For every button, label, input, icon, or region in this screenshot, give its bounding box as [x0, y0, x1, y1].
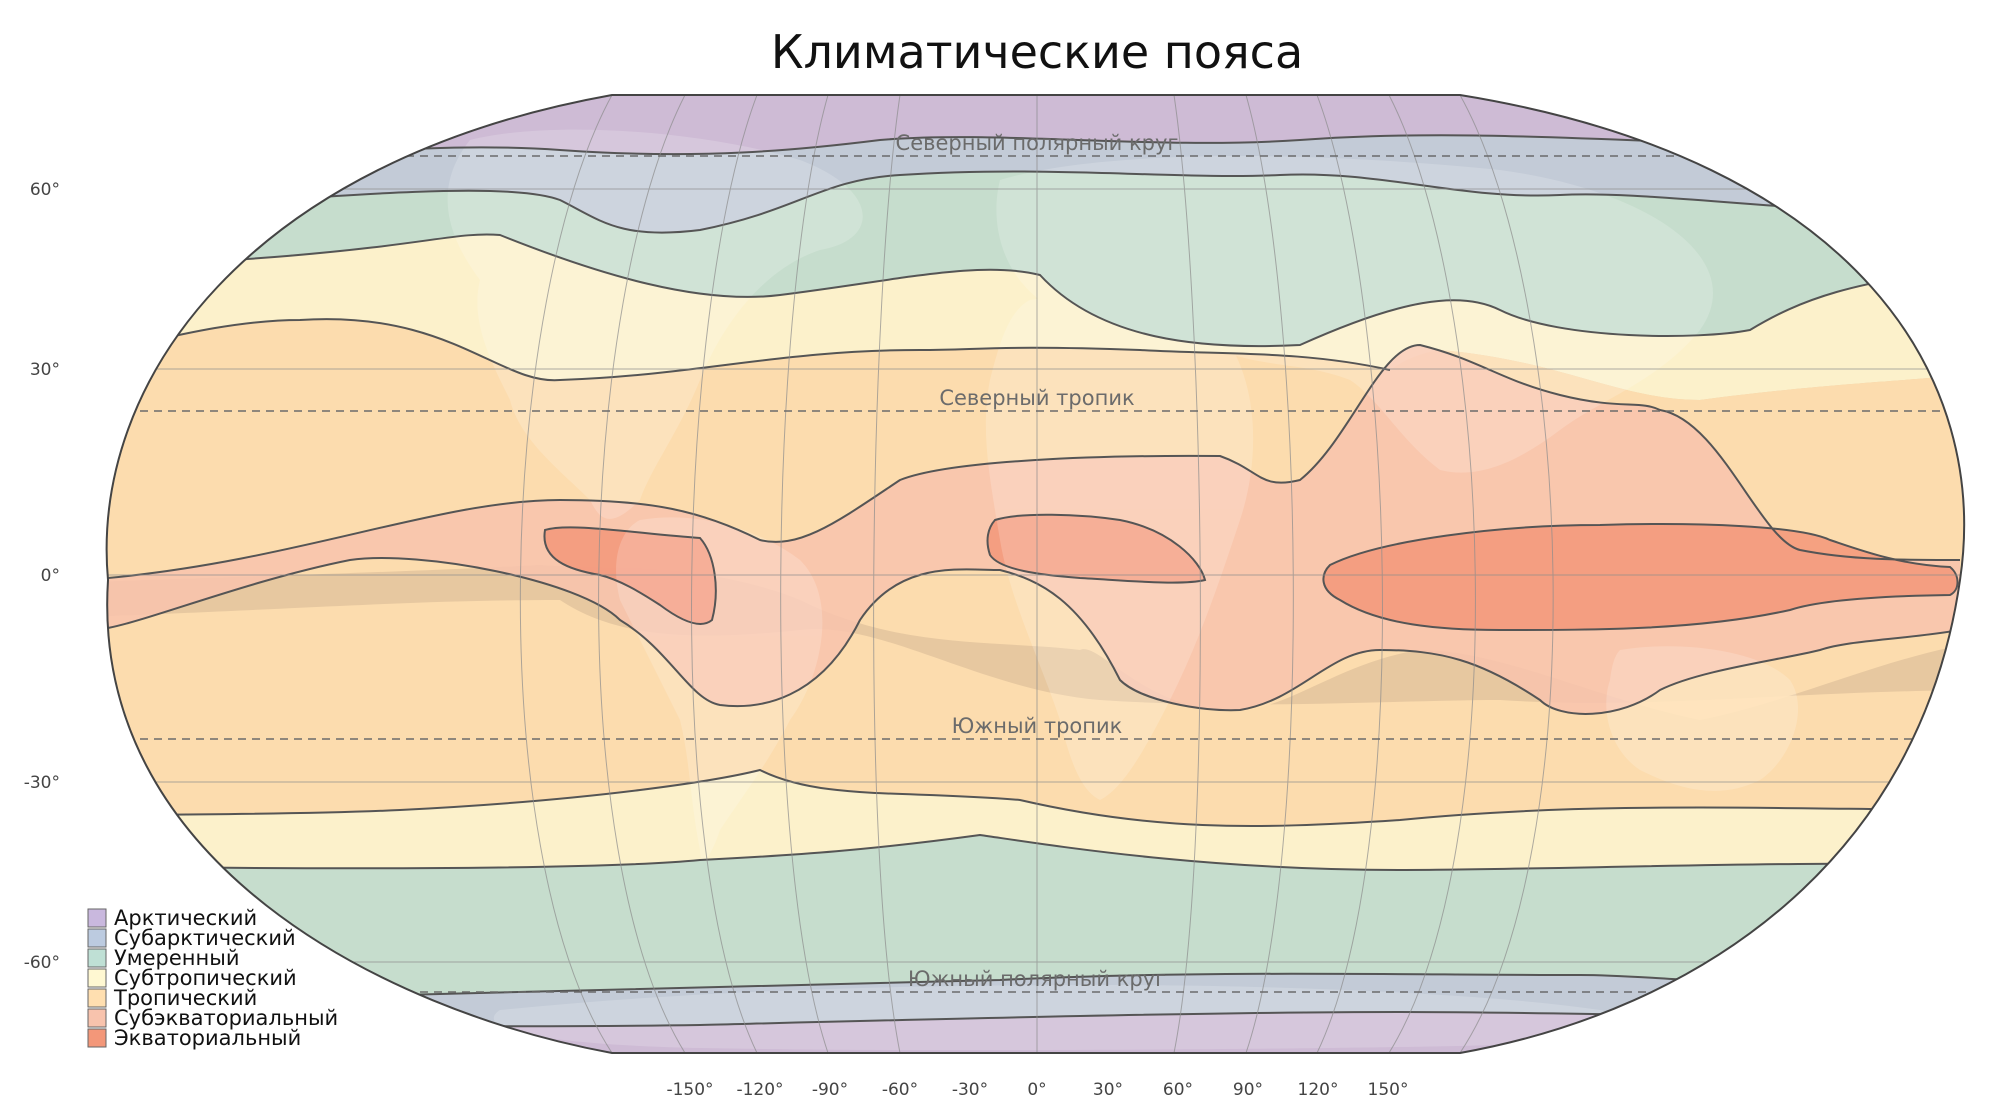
legend: Арктический Субарктический Умеренный Суб… [87, 906, 338, 1050]
continent-north-america [447, 129, 863, 519]
meridian-90w [691, 95, 758, 1053]
legend-item-subtropical[interactable]: Субтропический [87, 966, 297, 990]
lat-tick-label: 0° [41, 566, 60, 586]
lat-tick-label: -30° [24, 773, 60, 793]
meridian-60e [1245, 95, 1294, 1053]
region-equatorial-africa [987, 514, 1205, 583]
meridian-150w [519, 95, 613, 1053]
lon-tick-label: -150° [666, 1080, 713, 1100]
map-title: Климатические пояса [771, 25, 1303, 79]
legend-label: Арктический [114, 906, 257, 930]
band-subarctic-north [106, 135, 1965, 233]
lon-tick-labels: -150° -120° -90° -60° -30° 0° 30° 60° 90… [666, 1080, 1408, 1100]
band-subtropical-north [106, 234, 1965, 400]
legend-item-equatorial[interactable]: Экваториальный [87, 1026, 301, 1050]
lon-tick-label: -30° [952, 1080, 988, 1100]
meridian-30w [873, 95, 901, 1053]
antarctic-circle-label: Южный полярный круг [908, 967, 1166, 991]
band-subtropical-south [106, 770, 1965, 870]
zone-boundaries [106, 134, 1965, 1028]
continent-south-america [616, 517, 823, 861]
special-circles [106, 155, 1965, 993]
lon-tick-label: 60° [1163, 1080, 1193, 1100]
continent-africa [985, 296, 1254, 800]
lon-tick-label: -90° [812, 1080, 848, 1100]
region-equatorial-america [544, 527, 716, 625]
meridian-120w [598, 95, 686, 1053]
arctic-circle-label: Северный полярный круг [896, 131, 1179, 155]
lat-tick-label: 60° [30, 180, 60, 200]
band-arctic-north [106, 95, 1965, 175]
legend-item-subarctic[interactable]: Субарктический [87, 926, 296, 950]
legend-label: Умеренный [114, 946, 240, 970]
meridian-60w [780, 95, 829, 1053]
lon-tick-label: -120° [736, 1080, 783, 1100]
legend-label: Субэкваториальный [114, 1006, 338, 1030]
lon-tick-label: 0° [1027, 1080, 1046, 1100]
band-temperate-north [106, 171, 1965, 347]
lon-tick-label: 30° [1093, 1080, 1123, 1100]
meridian-120e [1388, 95, 1476, 1053]
legend-swatch [87, 988, 107, 1008]
globe-outline [105, 94, 1966, 1054]
legend-label: Тропический [113, 986, 257, 1010]
legend-swatch [87, 948, 107, 968]
continent-australia [1606, 646, 1799, 791]
legend-item-arctic[interactable]: Арктический [87, 906, 257, 930]
tropic-capricorn-label: Южный тропик [952, 714, 1123, 738]
legend-swatch [87, 1008, 107, 1028]
lon-tick-label: 120° [1298, 1080, 1339, 1100]
lon-tick-label: 90° [1233, 1080, 1263, 1100]
band-temperate-south [106, 835, 1965, 1000]
band-subarctic-south [106, 973, 1965, 1027]
meridian-90e [1316, 95, 1383, 1053]
band-tropical-south [106, 600, 1965, 826]
legend-swatch [87, 928, 107, 948]
lat-tick-label: 30° [30, 360, 60, 380]
legend-item-tropical[interactable]: Тропический [87, 986, 257, 1010]
legend-label: Субарктический [114, 926, 296, 950]
lon-tick-label: 150° [1368, 1080, 1409, 1100]
legend-item-temperate[interactable]: Умеренный [87, 946, 240, 970]
legend-swatch [87, 908, 107, 928]
legend-swatch [87, 968, 107, 988]
legend-label: Экваториальный [114, 1026, 301, 1050]
continent-europe-asia [996, 156, 1714, 473]
legend-item-subequatorial[interactable]: Субэкваториальный [87, 1006, 338, 1030]
legend-swatch [87, 1028, 107, 1048]
lon-tick-label: -60° [882, 1080, 918, 1100]
meridian-30e [1173, 95, 1201, 1053]
meridian-150e [1459, 95, 1554, 1053]
lat-tick-label: -60° [24, 953, 60, 973]
tropic-cancer-label: Северный тропик [939, 386, 1134, 410]
legend-label: Субтропический [114, 966, 297, 990]
